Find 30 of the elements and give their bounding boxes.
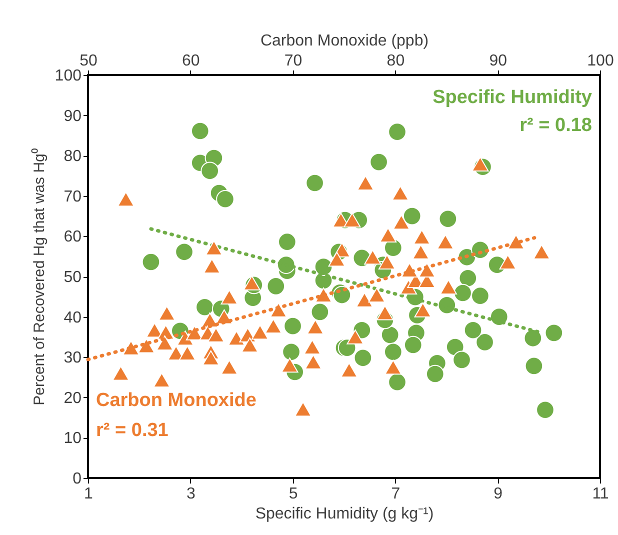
y-tick-label: 100 [54, 68, 82, 84]
y-tick-label: 80 [64, 148, 82, 166]
x-tick-label: 3 [186, 486, 196, 502]
y-tick-label: 30 [64, 350, 82, 367]
y-tick-label: 20 [64, 390, 82, 407]
x2-tick-label: 50 [80, 52, 98, 70]
x2-tick-label: 100 [587, 52, 614, 70]
y-tick-label: 70 [64, 188, 82, 206]
y-tick-label: 10 [64, 430, 82, 448]
x2-tick-label: 90 [489, 52, 508, 70]
y-tick-label: 50 [64, 269, 82, 286]
x2-tick-label: 80 [386, 52, 405, 70]
x2-axis-title: Carbon Monoxide (ppb) [260, 32, 429, 50]
x2-tick-label: 60 [182, 52, 200, 70]
annotation: r² = 0.31 [96, 420, 169, 441]
annotation: Specific Humidity [432, 87, 592, 108]
y-tick-label: 0 [72, 470, 82, 488]
x-tick-label: 5 [288, 486, 298, 502]
y-axis-title: Percent of Recovered Hg that was Hg⁰ [30, 148, 48, 406]
x-tick-label: 11 [592, 486, 609, 502]
x-tick-label: 7 [391, 486, 400, 502]
x2-tick-label: 70 [284, 52, 302, 70]
y-tick-label: 40 [64, 309, 82, 326]
x-tick-label: 1 [84, 486, 94, 502]
y-tick-label: 60 [64, 228, 82, 246]
y-tick-label: 90 [64, 108, 82, 125]
x-axis-title: Specific Humidity (g kg⁻¹) [255, 506, 434, 522]
annotation: r² = 0.18 [520, 115, 592, 136]
x-tick-label: 9 [494, 486, 503, 502]
annotation: Carbon Monoxide [96, 390, 256, 411]
